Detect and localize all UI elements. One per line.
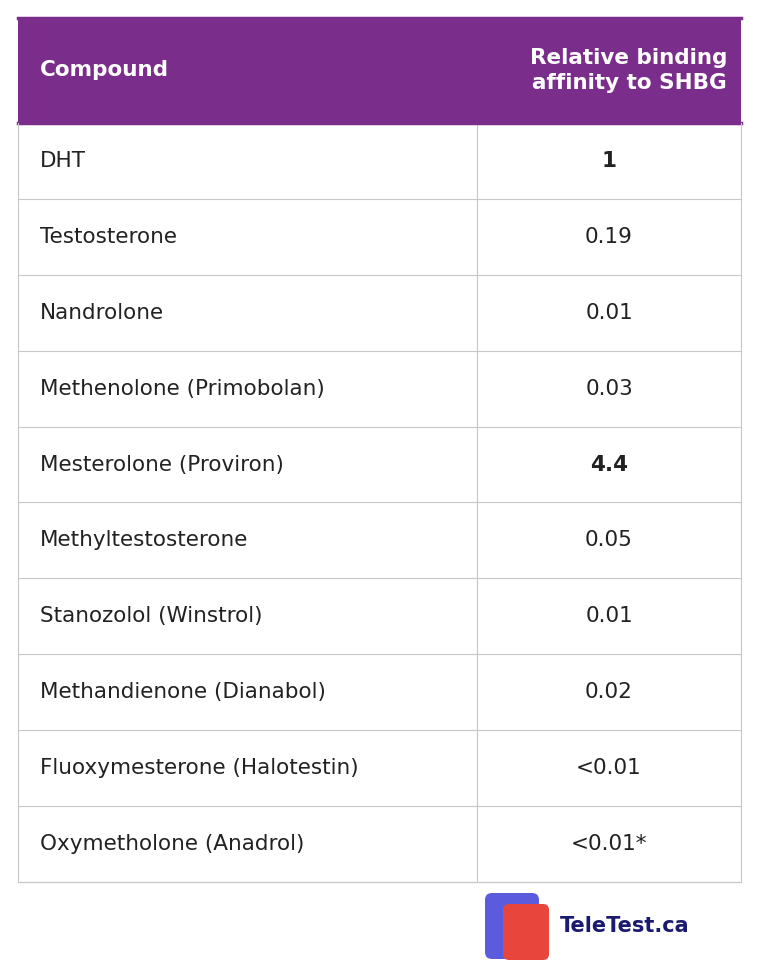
Text: <0.01: <0.01 bbox=[576, 758, 642, 779]
Text: 0.03: 0.03 bbox=[585, 379, 633, 399]
Text: Stanozolol (Winstrol): Stanozolol (Winstrol) bbox=[40, 607, 263, 626]
Text: TeleTest.ca: TeleTest.ca bbox=[560, 916, 690, 936]
Bar bbox=[18, 503, 741, 578]
Text: Oxymetholone (Anadrol): Oxymetholone (Anadrol) bbox=[40, 834, 304, 854]
Bar bbox=[18, 806, 741, 882]
Text: Mesterolone (Proviron): Mesterolone (Proviron) bbox=[40, 455, 284, 474]
Text: Methyltestosterone: Methyltestosterone bbox=[40, 531, 248, 550]
Text: 0.05: 0.05 bbox=[585, 531, 633, 550]
Text: Testosterone: Testosterone bbox=[40, 226, 177, 247]
Bar bbox=[18, 730, 741, 806]
Bar bbox=[18, 199, 741, 275]
FancyBboxPatch shape bbox=[503, 904, 549, 960]
Text: Compound: Compound bbox=[40, 60, 169, 81]
Text: 0.01: 0.01 bbox=[585, 607, 633, 626]
Bar bbox=[18, 123, 741, 199]
FancyBboxPatch shape bbox=[485, 893, 539, 959]
Bar bbox=[18, 654, 741, 730]
Bar bbox=[18, 351, 741, 427]
Bar bbox=[18, 18, 741, 123]
Bar bbox=[18, 578, 741, 654]
Bar bbox=[18, 427, 741, 503]
Text: DHT: DHT bbox=[40, 151, 86, 171]
Text: Methandienone (Dianabol): Methandienone (Dianabol) bbox=[40, 682, 326, 702]
Text: 0.19: 0.19 bbox=[585, 226, 633, 247]
Text: 1: 1 bbox=[602, 151, 616, 171]
Text: <0.01*: <0.01* bbox=[571, 834, 647, 854]
Text: Relative binding
affinity to SHBG: Relative binding affinity to SHBG bbox=[530, 48, 727, 93]
Text: 0.01: 0.01 bbox=[585, 302, 633, 323]
Text: 4.4: 4.4 bbox=[590, 455, 628, 474]
Text: Methenolone (Primobolan): Methenolone (Primobolan) bbox=[40, 379, 325, 399]
Text: Fluoxymesterone (Halotestin): Fluoxymesterone (Halotestin) bbox=[40, 758, 358, 779]
Text: Nandrolone: Nandrolone bbox=[40, 302, 164, 323]
Bar bbox=[18, 275, 741, 351]
Text: 0.02: 0.02 bbox=[585, 682, 633, 702]
